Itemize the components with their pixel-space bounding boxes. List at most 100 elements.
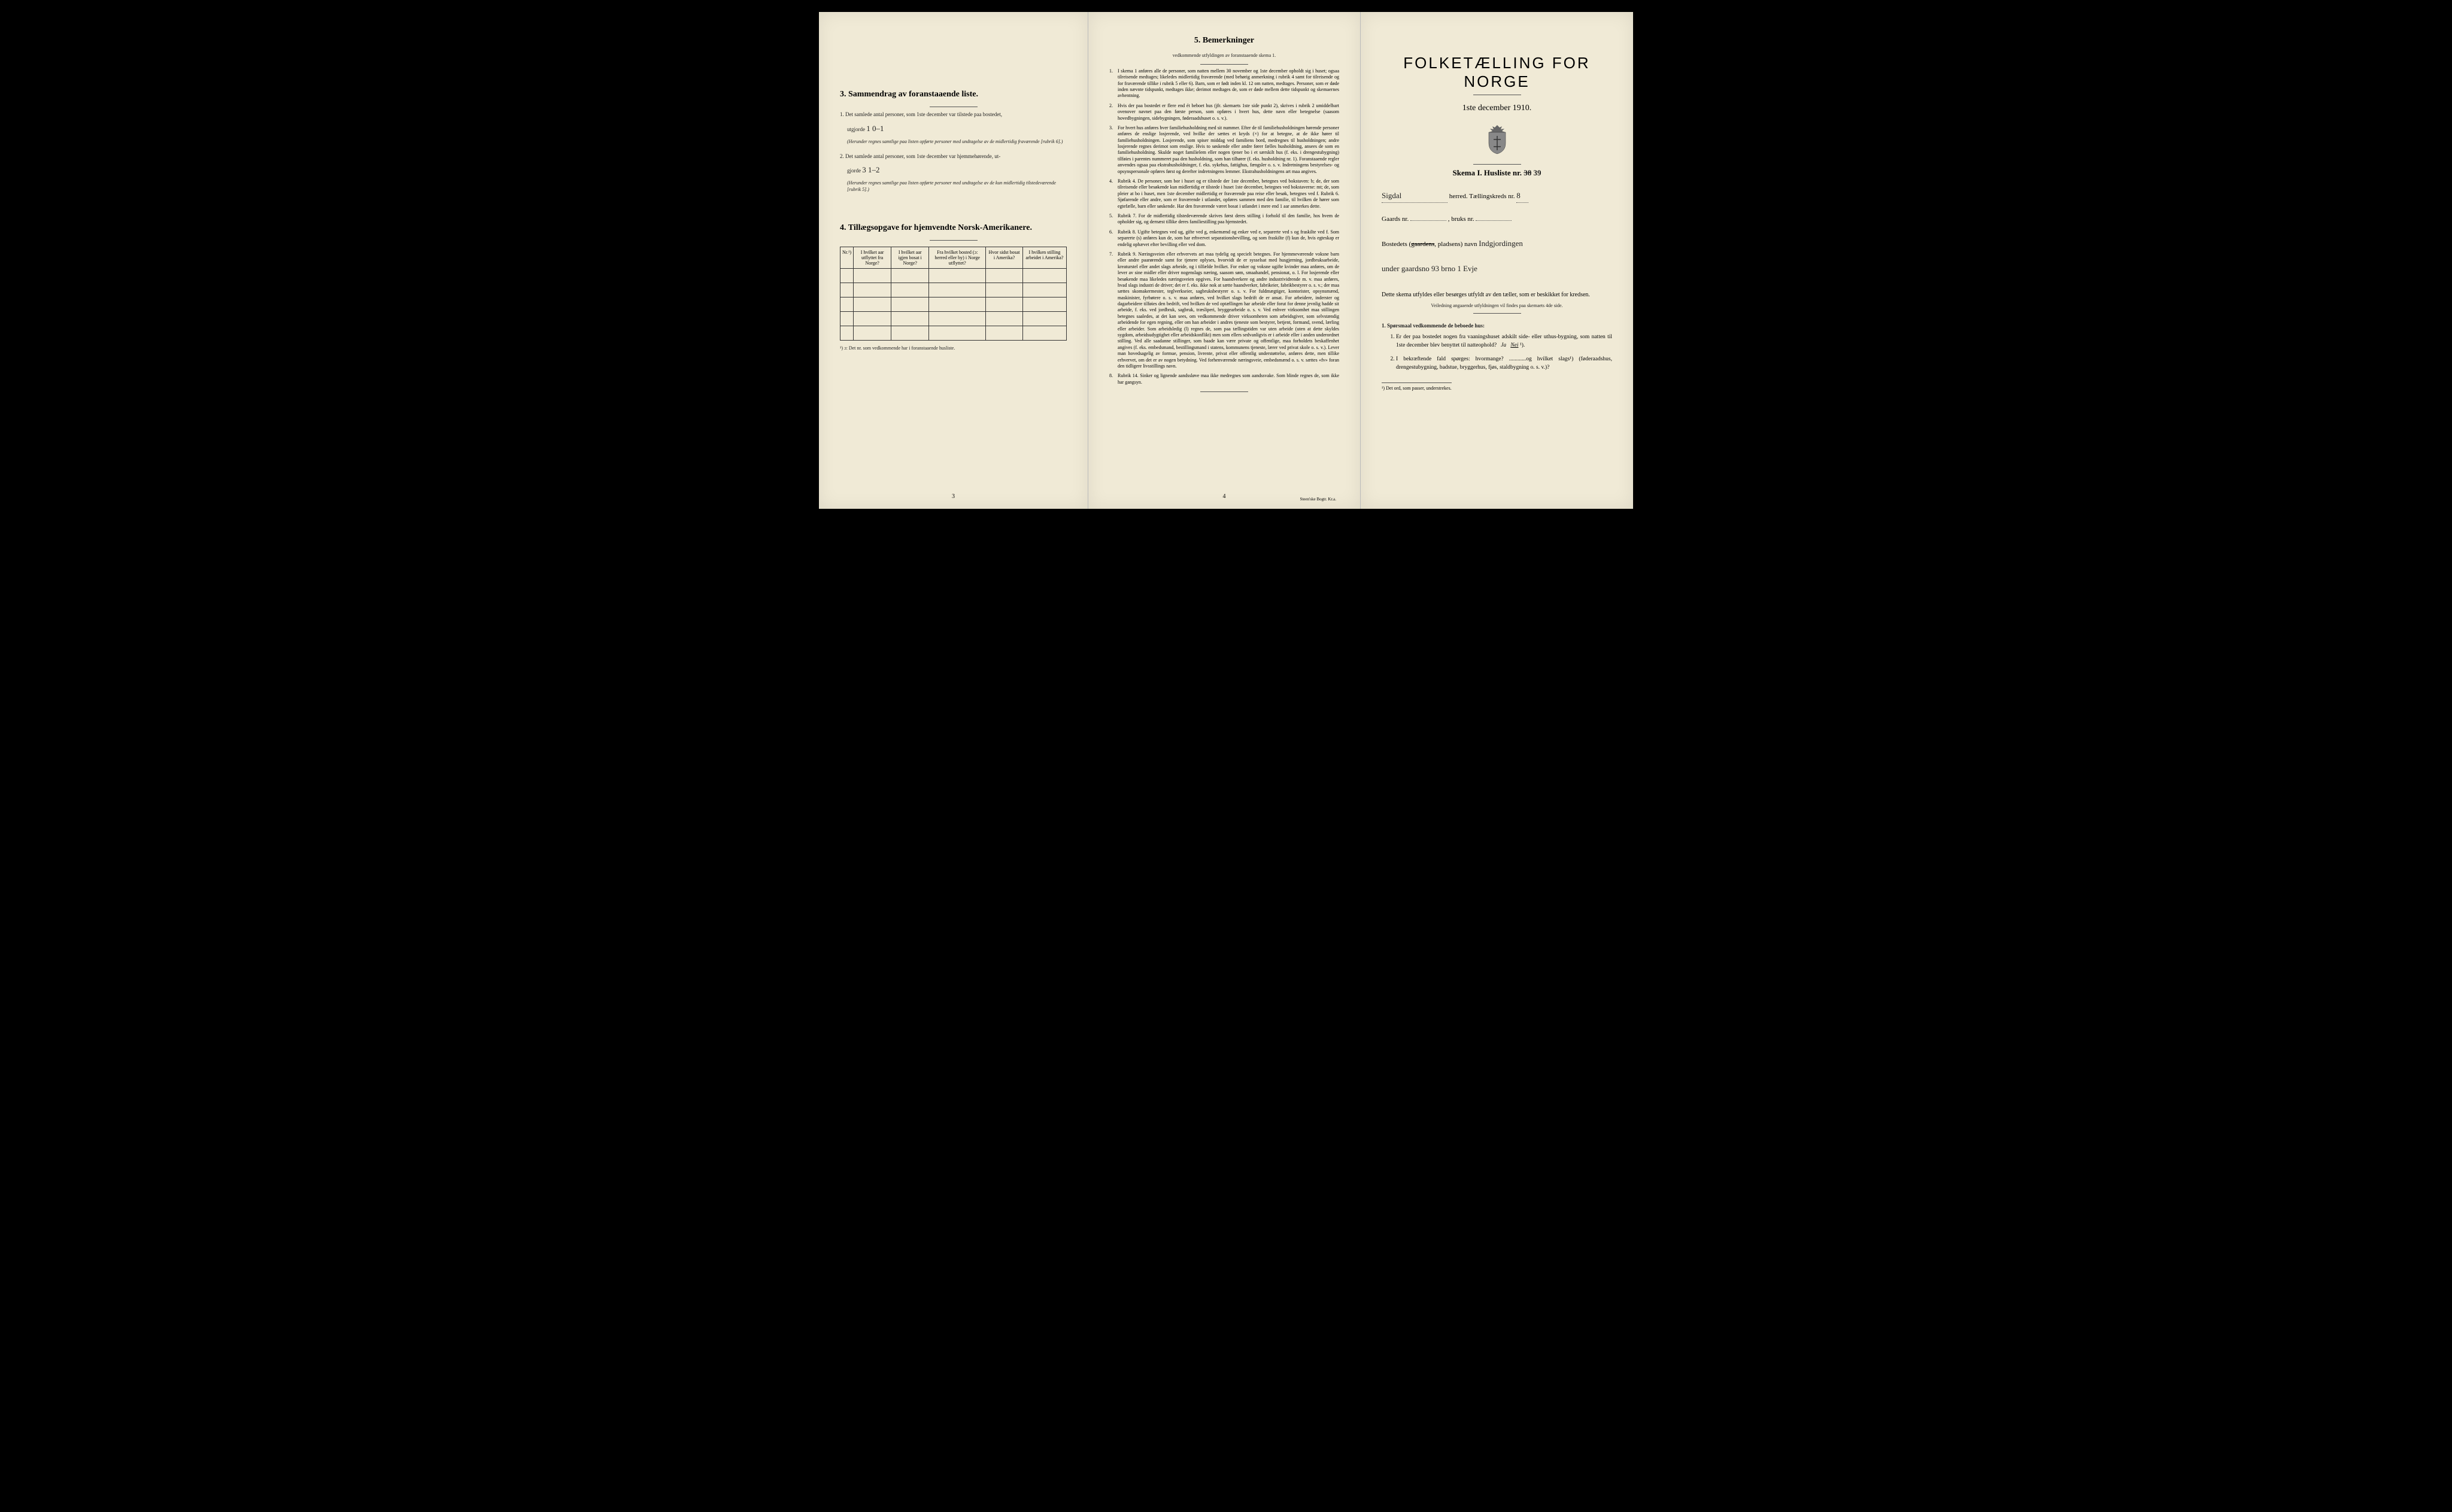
bosted-hand2: under gaardsno 93 brno 1 Evje — [1382, 264, 1477, 273]
table-header-row: Nr.¹)I hvilket aar utflyttet fra Norge?I… — [840, 247, 1067, 268]
table-cell — [891, 311, 929, 326]
skema-label: Skema I. Husliste nr. — [1453, 168, 1522, 177]
tillaeg-table: Nr.¹)I hvilket aar utflyttet fra Norge?I… — [840, 247, 1067, 341]
table-header: Nr.¹) — [840, 247, 854, 268]
husliste-nr-struck: 38 — [1524, 168, 1531, 177]
coat-of-arms — [1382, 124, 1612, 158]
printer-mark: Steen'ske Bogtr. Kr.a. — [1300, 497, 1336, 502]
bruks-blank — [1476, 220, 1512, 221]
hand-count-2: 3 1–2 — [862, 165, 879, 174]
table-cell — [986, 311, 1023, 326]
q-heading: 1. Spørsmaal vedkommende de beboede hus: — [1382, 322, 1612, 330]
document-spread: 3. Sammendrag av foranstaaende liste. 1.… — [819, 12, 1633, 509]
gaards-line: Gaards nr. , bruks nr. — [1382, 214, 1612, 226]
instructions: Dette skema utfyldes eller besørges utfy… — [1382, 290, 1612, 299]
table-header: I hvilket aar igjen bosat i Norge? — [891, 247, 929, 268]
bemerk-item: Rubrik 7. For de midlertidig tilstedevær… — [1109, 213, 1339, 226]
item2-line1: 2. Det samlede antal personer, som 1ste … — [840, 153, 1067, 160]
table-body — [840, 268, 1067, 340]
gaards-label: Gaards nr. — [1382, 215, 1409, 223]
footnote: ¹) Det ord, som passer, understrekes. — [1382, 382, 1452, 391]
bemerk-item: I skema 1 anføres alle de personer, som … — [1109, 68, 1339, 99]
table-cell — [986, 283, 1023, 297]
table-cell — [854, 283, 891, 297]
label-utgjorde: utgjorde — [847, 126, 865, 132]
table-cell — [986, 268, 1023, 283]
table-row — [840, 326, 1067, 340]
herred-hand: Sigdal — [1382, 189, 1447, 203]
page-left: 3. Sammendrag av foranstaaende liste. 1.… — [819, 12, 1088, 509]
item2-note: (Herunder regnes samtlige paa listen opf… — [847, 180, 1067, 193]
bruks-label: , bruks nr. — [1448, 215, 1474, 223]
label-gjorde: gjorde — [847, 168, 861, 174]
page-center: 5. Bemerkninger vedkommende utfyldingen … — [1088, 12, 1361, 509]
section5-title: 5. Bemerkninger — [1109, 36, 1339, 45]
question-1: Er der paa bostedet nogen fra vaaningshu… — [1396, 333, 1612, 350]
section3-title: 3. Sammendrag av foranstaaende liste. — [840, 90, 1067, 99]
table-cell — [840, 283, 854, 297]
bemerk-item: Rubrik 4. De personer, som bor i huset o… — [1109, 178, 1339, 210]
table-cell — [929, 297, 986, 311]
divider — [1200, 391, 1248, 392]
table-cell — [891, 326, 929, 340]
table-row — [840, 311, 1067, 326]
table-cell — [1022, 283, 1066, 297]
divider — [1473, 164, 1521, 165]
bemerk-item: Hvis der paa bostedet er flere end ét be… — [1109, 103, 1339, 122]
table-cell — [929, 326, 986, 340]
item1-note: (Herunder regnes samtlige paa listen opf… — [847, 139, 1067, 145]
hand-count-1: 1 0–1 — [866, 124, 884, 133]
sub-title: 1ste december 1910. — [1382, 104, 1612, 113]
gaardens-struck: gaardens — [1411, 241, 1434, 248]
divider — [1473, 313, 1521, 314]
table-cell — [1022, 268, 1066, 283]
question-list: Er der paa bostedet nogen fra vaaningshu… — [1396, 333, 1612, 372]
item1-line2: utgjorde 1 0–1 — [847, 123, 1067, 134]
bemerk-item: For hvert hus anføres hver familiehushol… — [1109, 125, 1339, 175]
bemerkninger-list: I skema 1 anføres alle de personer, som … — [1109, 68, 1339, 385]
herred-label: herred. Tællingskreds nr. — [1449, 193, 1515, 200]
table-cell — [891, 283, 929, 297]
page-number-3: 3 — [952, 493, 955, 500]
table-cell — [854, 326, 891, 340]
crest-icon — [1485, 124, 1509, 155]
bosted-label: Bostedets (gaardens, pladsens) navn — [1382, 241, 1477, 248]
table-cell — [986, 297, 1023, 311]
instructions2: Veiledning angaaende utfyldningen vil fi… — [1382, 303, 1612, 309]
table-cell — [929, 283, 986, 297]
table-row — [840, 283, 1067, 297]
table-header: I hvilket aar utflyttet fra Norge? — [854, 247, 891, 268]
table-cell — [840, 311, 854, 326]
table-header: I hvilken stilling arbeidet i Amerika? — [1022, 247, 1066, 268]
main-title: FOLKETÆLLING FOR NORGE — [1382, 54, 1612, 91]
bosted-hand1: Indgjordingen — [1479, 239, 1523, 248]
item1-line1: 1. Det samlede antal personer, som 1ste … — [840, 111, 1067, 119]
husliste-nr: 39 — [1533, 168, 1541, 177]
divider — [930, 240, 978, 241]
table-cell — [854, 311, 891, 326]
table-cell — [891, 297, 929, 311]
bosted-line: Bostedets (gaardens, pladsens) navn Indg… — [1382, 236, 1612, 251]
table-cell — [840, 268, 854, 283]
table-header: Fra hvilket bosted (ɔ: herred eller by) … — [929, 247, 986, 268]
table-cell — [929, 311, 986, 326]
table-cell — [1022, 297, 1066, 311]
gaards-blank — [1410, 220, 1446, 221]
table-cell — [1022, 311, 1066, 326]
section4-title: 4. Tillægsopgave for hjemvendte Norsk-Am… — [840, 223, 1067, 233]
skema-line: Skema I. Husliste nr. 38 39 — [1382, 168, 1612, 178]
table-cell — [986, 326, 1023, 340]
table-cell — [854, 297, 891, 311]
table-footnote: ¹) ɔ: Det nr. som vedkommende har i fora… — [840, 345, 1067, 352]
table-cell — [1022, 326, 1066, 340]
section5-subtitle: vedkommende utfyldingen av foranstaaende… — [1109, 53, 1339, 59]
kreds-nr: 8 — [1516, 189, 1528, 203]
table-cell — [840, 326, 854, 340]
question-2: I bekræftende fald spørges: hvormange? .… — [1396, 355, 1612, 372]
table-cell — [929, 268, 986, 283]
table-cell — [891, 268, 929, 283]
bemerk-item: Rubrik 9. Næringsveien eller erhvervets … — [1109, 251, 1339, 369]
table-row — [840, 297, 1067, 311]
table-cell — [854, 268, 891, 283]
table-header: Hvor sidst bosat i Amerika? — [986, 247, 1023, 268]
